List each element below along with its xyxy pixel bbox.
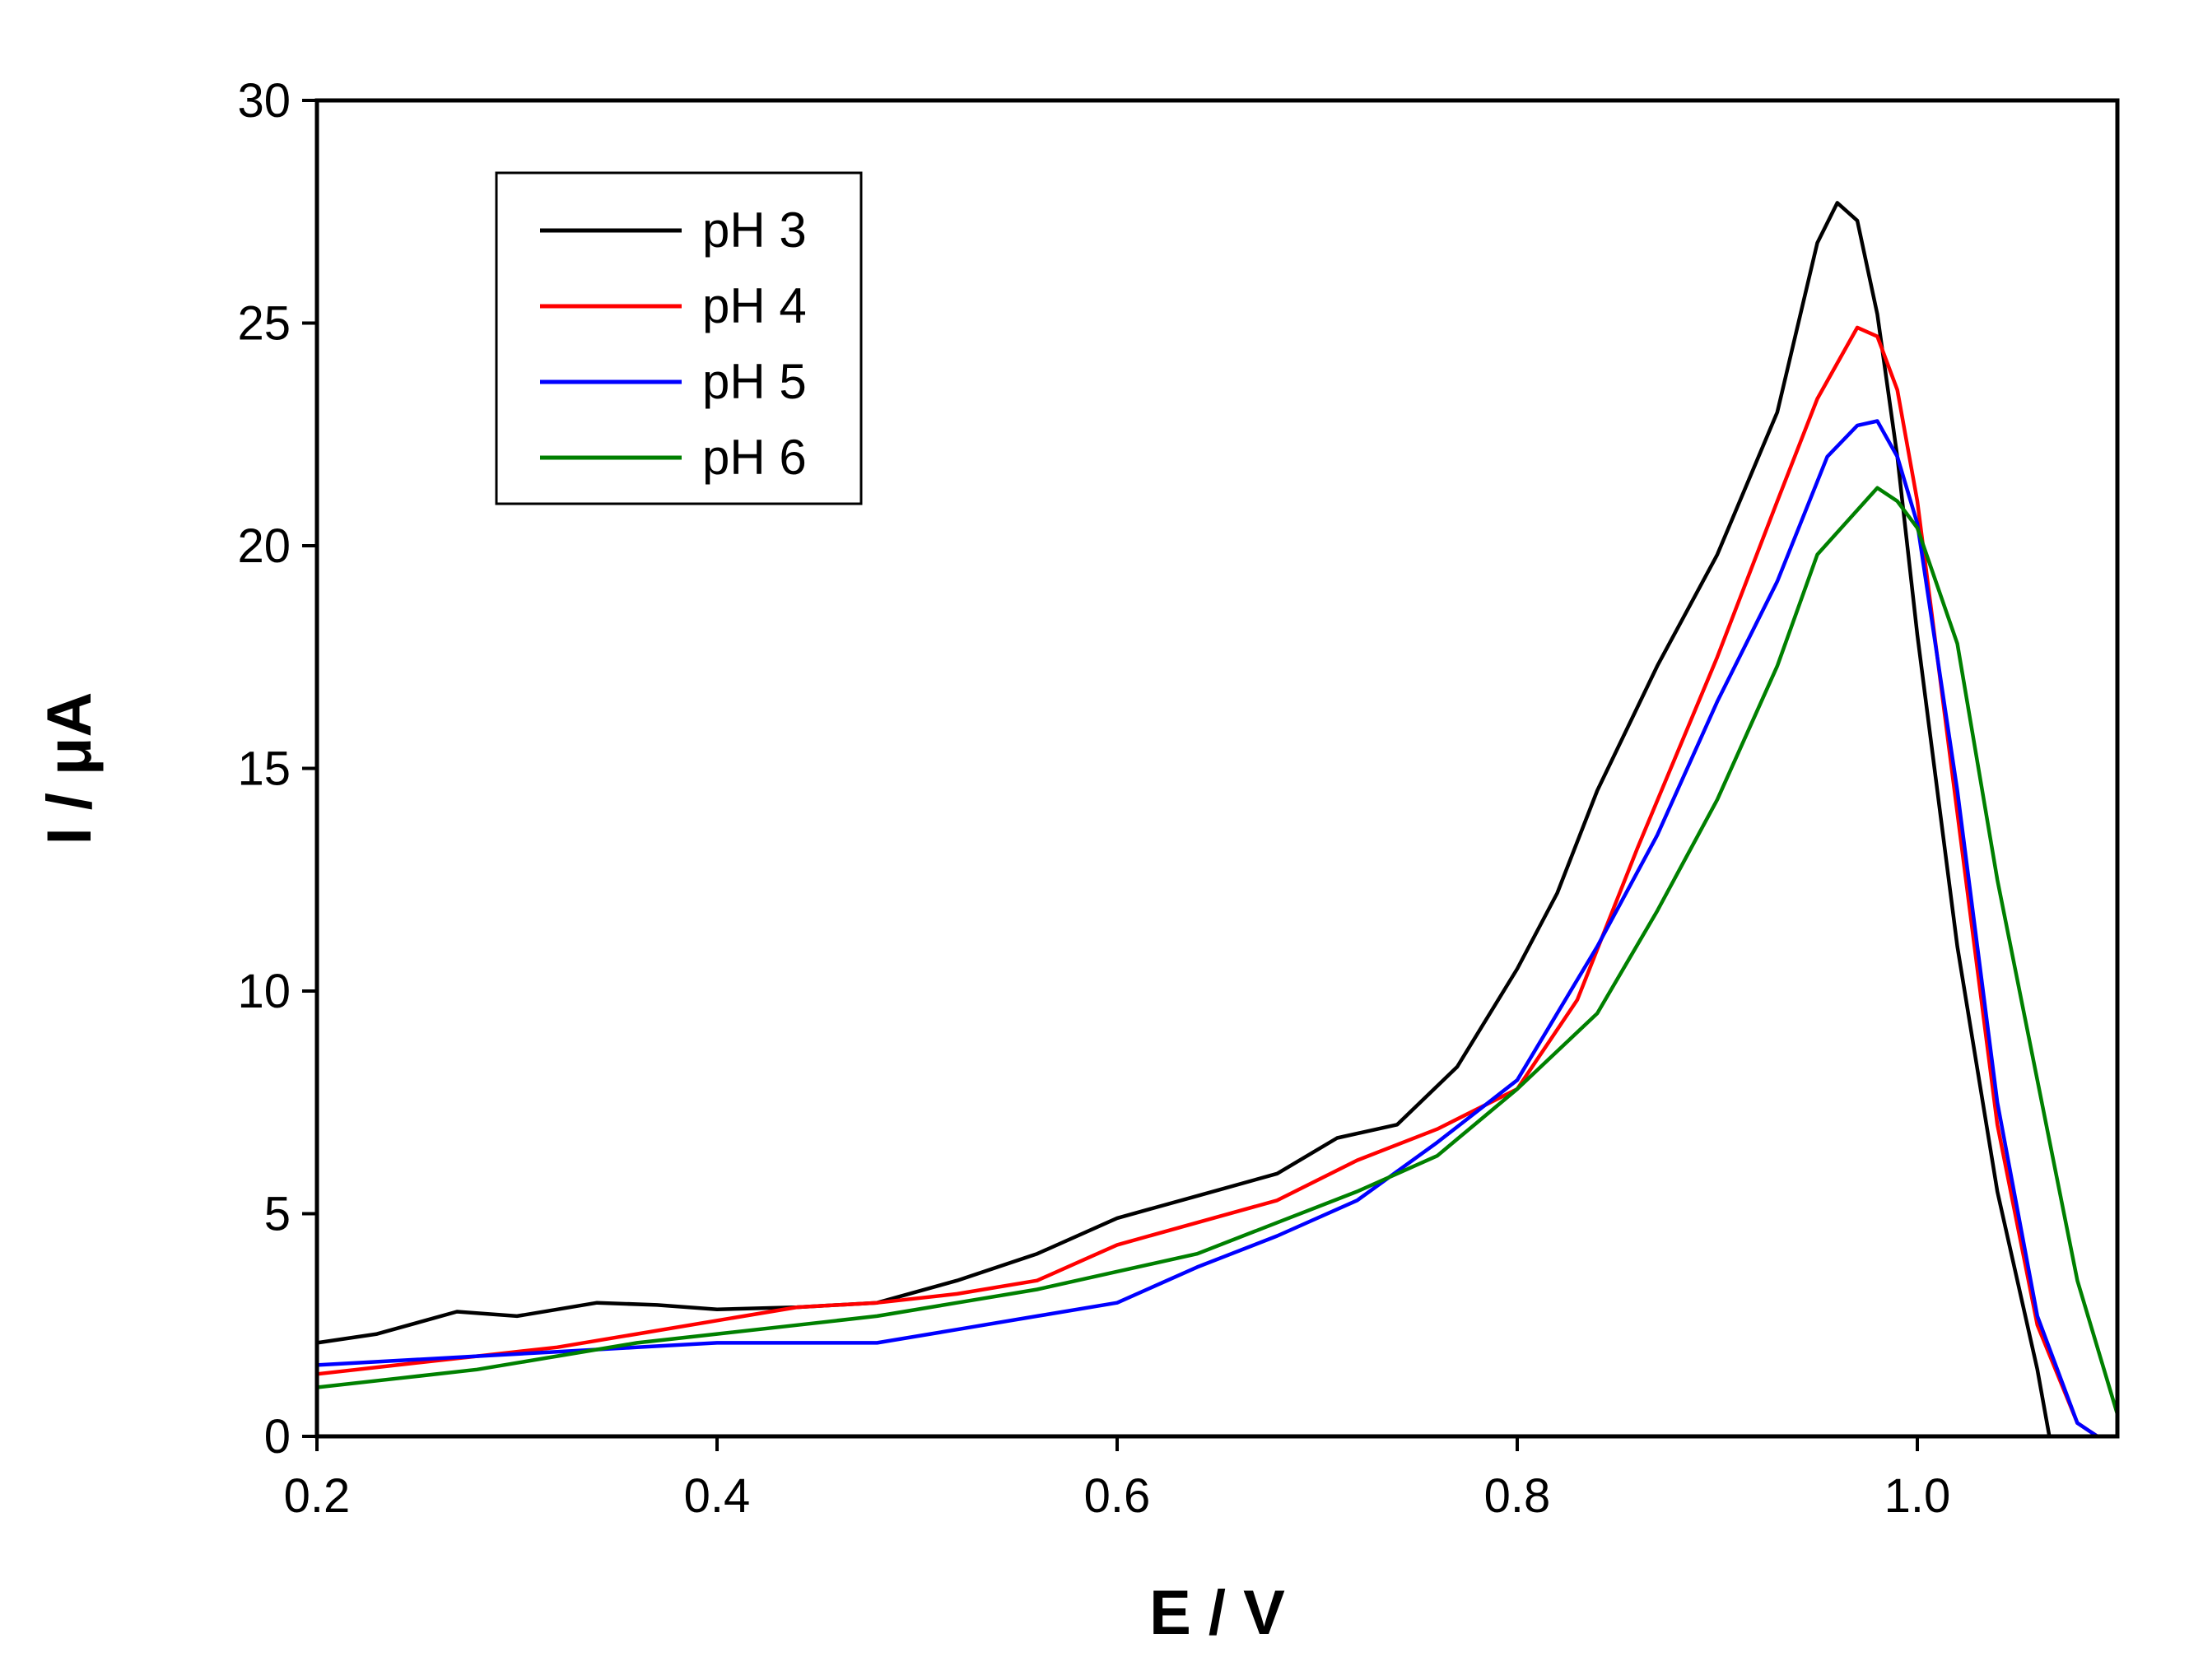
y-tick-label: 0	[264, 1410, 291, 1464]
x-tick-label: 0.6	[1084, 1469, 1151, 1523]
series-line-ph-3	[314, 201, 2052, 1439]
series-line-ph-6	[314, 486, 2120, 1417]
legend-label: pH 4	[702, 278, 807, 333]
y-tick-label: 30	[237, 74, 291, 128]
y-tick-label: 20	[237, 519, 291, 573]
legend-box	[495, 171, 863, 505]
y-tick-label: 15	[237, 742, 291, 796]
legend-label: pH 5	[702, 354, 807, 409]
x-tick-label: 0.2	[284, 1469, 351, 1523]
legend-label: pH 6	[702, 430, 807, 485]
x-tick-label: 0.8	[1484, 1469, 1551, 1523]
series-line-ph-5	[314, 419, 2099, 1439]
series-lines	[314, 201, 2120, 1439]
y-tick-label: 10	[237, 965, 291, 1018]
legend-label: pH 3	[702, 202, 807, 258]
y-tick-label: 5	[264, 1188, 291, 1241]
y-axis-title: I / μA	[35, 692, 105, 845]
y-tick-label: 25	[237, 297, 291, 351]
x-axis-title: E / V	[1149, 1578, 1285, 1648]
axis-ticks: 0.2 0.4 0.6 0.8 1.0 0 5 10 15 20 25 30	[237, 74, 1950, 1523]
legend: pH 3 pH 4 pH 5 pH 6	[495, 171, 863, 505]
x-tick-label: 0.4	[684, 1469, 751, 1523]
x-tick-label: 1.0	[1884, 1469, 1951, 1523]
